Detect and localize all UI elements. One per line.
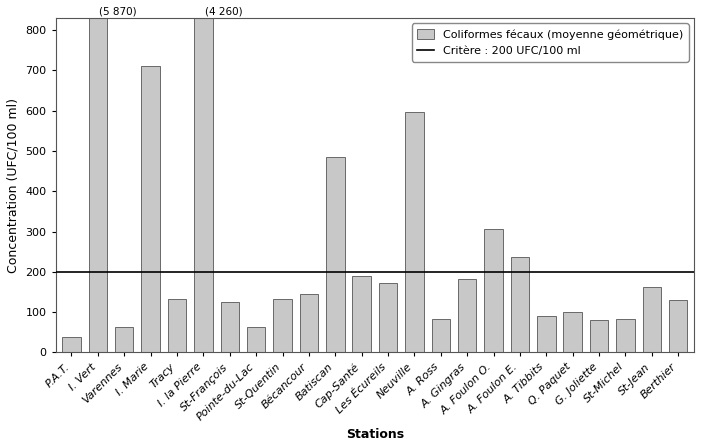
Bar: [142, 66, 160, 353]
Bar: [168, 299, 186, 353]
Bar: [669, 300, 688, 353]
Legend: Coliformes fécaux (moyenne géométrique), Critère : 200 UFC/100 ml: Coliformes fécaux (moyenne géométrique),…: [411, 23, 688, 61]
Bar: [247, 327, 266, 353]
Bar: [326, 157, 344, 353]
Bar: [221, 302, 239, 353]
Bar: [88, 18, 107, 353]
Bar: [511, 257, 529, 353]
Bar: [273, 299, 292, 353]
Bar: [432, 319, 450, 353]
Bar: [537, 316, 556, 353]
Bar: [379, 283, 397, 353]
Bar: [484, 228, 503, 353]
Bar: [405, 112, 423, 353]
Bar: [643, 287, 661, 353]
Bar: [62, 337, 81, 353]
Text: (5 870): (5 870): [99, 7, 137, 17]
Y-axis label: Concentration (UFC/100 ml): Concentration (UFC/100 ml): [7, 98, 20, 273]
Bar: [353, 276, 371, 353]
Bar: [194, 18, 212, 353]
Bar: [616, 319, 634, 353]
Text: (4 260): (4 260): [205, 7, 243, 17]
X-axis label: Stations: Stations: [346, 428, 404, 441]
Bar: [458, 279, 477, 353]
Bar: [590, 320, 608, 353]
Bar: [115, 327, 133, 353]
Bar: [564, 312, 582, 353]
Bar: [299, 294, 318, 353]
